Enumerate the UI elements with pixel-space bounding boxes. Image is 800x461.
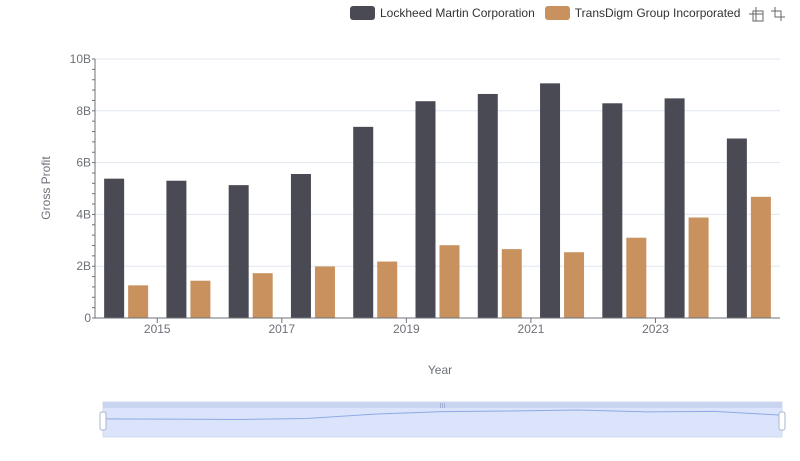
y-tick-label: 0 xyxy=(84,311,91,325)
x-tick-label: 2017 xyxy=(268,322,295,336)
bar-lockheed xyxy=(602,103,623,318)
data-zoom-handle-right[interactable] xyxy=(778,411,786,431)
bar-transdigm xyxy=(314,266,335,318)
y-tick-label: 6B xyxy=(76,156,91,170)
data-zoom-preview-line xyxy=(102,409,783,421)
legend-label-lockheed: Lockheed Martin Corporation xyxy=(380,6,535,20)
bar-transdigm xyxy=(626,237,647,318)
x-tick-label: 2021 xyxy=(518,322,545,336)
bar-lockheed xyxy=(726,138,747,318)
x-tick-label: 2015 xyxy=(144,322,171,336)
zoom-reset-icon[interactable] xyxy=(770,6,786,22)
bar-lockheed xyxy=(540,83,561,318)
bar-lockheed xyxy=(477,93,498,318)
x-tick-label: 2023 xyxy=(642,322,669,336)
legend-swatch-lockheed xyxy=(350,6,375,20)
bar-lockheed xyxy=(228,185,249,318)
y-tick-label: 10B xyxy=(70,52,91,66)
bar-lockheed xyxy=(353,126,374,318)
bar-transdigm xyxy=(439,245,460,318)
bar-transdigm xyxy=(750,196,771,318)
y-tick-label: 2B xyxy=(76,259,91,273)
data-zoom-grip-icon: III xyxy=(440,403,446,410)
bar-lockheed xyxy=(166,180,187,318)
bar-transdigm xyxy=(128,285,149,318)
bar-transdigm xyxy=(501,249,522,318)
bar-lockheed xyxy=(664,98,685,318)
chart-toolbox xyxy=(748,6,792,22)
y-tick-label: 8B xyxy=(76,104,91,118)
y-axis-name: Gross Profit xyxy=(39,156,53,220)
chart-legend: Lockheed Martin Corporation TransDigm Gr… xyxy=(350,4,750,22)
x-tick-label: 2019 xyxy=(393,322,420,336)
bar-transdigm xyxy=(688,217,709,318)
bar-lockheed xyxy=(415,101,436,318)
legend-label-transdigm: TransDigm Group Incorporated xyxy=(574,6,741,20)
bar-transdigm xyxy=(377,261,398,318)
bar-transdigm xyxy=(564,252,585,318)
data-zoom-handle-left[interactable] xyxy=(99,411,107,431)
y-tick-label: 4B xyxy=(76,207,91,221)
bar-transdigm xyxy=(252,273,273,318)
legend-item-transdigm[interactable]: TransDigm Group Incorporated xyxy=(544,6,741,20)
legend-item-lockheed[interactable]: Lockheed Martin Corporation xyxy=(350,6,535,20)
zoom-select-icon[interactable] xyxy=(748,6,764,22)
bar-lockheed xyxy=(290,173,311,318)
x-axis-name: Year xyxy=(428,363,452,377)
legend-swatch-transdigm xyxy=(544,6,570,20)
data-zoom-top-bar xyxy=(103,402,782,408)
bar-lockheed xyxy=(104,178,125,318)
bar-transdigm xyxy=(190,280,211,318)
